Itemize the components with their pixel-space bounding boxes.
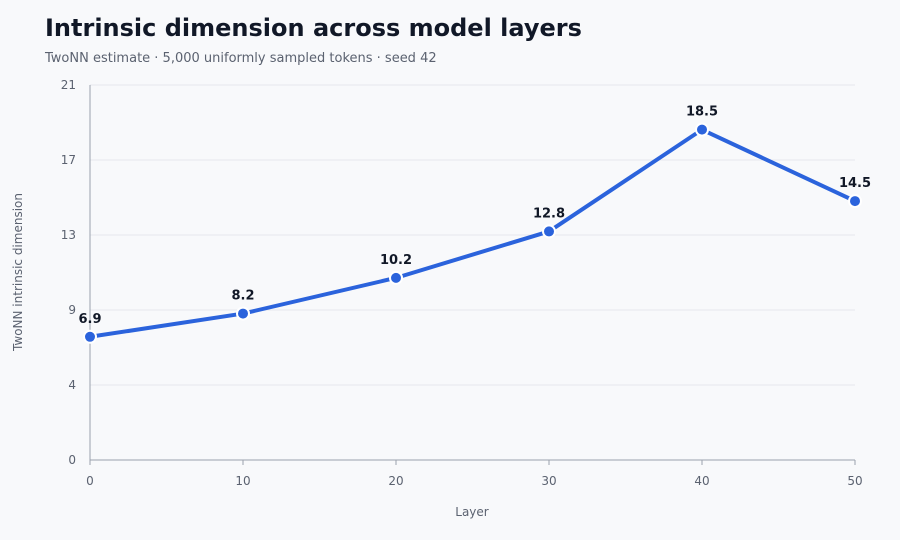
data-point[interactable] [83,329,97,344]
y-tick-label: 21 [61,78,76,92]
data-labels: 6.9 8.2 10.2 12.8 18.5 14.5 [78,105,871,327]
data-point[interactable] [695,122,709,137]
data-point[interactable] [236,306,250,321]
y-tick-label: 13 [61,228,76,242]
series-line [88,127,857,339]
series [83,122,862,344]
data-point[interactable] [389,270,403,285]
y-tick-label: 9 [68,303,76,317]
gridlines [90,84,855,386]
data-point[interactable] [542,224,556,239]
axes [89,85,856,465]
y-axis-title: TwoNN intrinsic dimension [11,193,25,352]
data-label: 18.5 [686,105,718,120]
y-tick-labels: 0 4 9 13 17 21 [61,78,76,467]
x-tick-label: 10 [235,474,250,488]
chart-subtitle: TwoNN estimate · 5,000 uniformly sampled… [45,51,437,66]
x-tick-label: 30 [541,474,556,488]
x-tick-labels: 0 10 20 30 40 50 [86,474,862,488]
x-tick-label: 20 [388,474,403,488]
y-tick-label: 4 [68,378,76,392]
data-label: 12.8 [533,206,565,221]
chart-title: Intrinsic dimension across model layers [45,14,582,42]
data-point[interactable] [848,194,862,209]
y-tick-label: 0 [68,453,76,467]
data-label: 8.2 [231,289,254,304]
data-label: 14.5 [839,176,871,191]
x-tick-label: 0 [86,474,94,488]
x-axis-title: Layer [455,505,489,519]
data-label: 6.9 [78,312,101,327]
data-label: 10.2 [380,253,412,268]
y-tick-label: 17 [61,153,76,167]
x-tick-label: 40 [694,474,709,488]
x-tick-label: 50 [847,474,862,488]
